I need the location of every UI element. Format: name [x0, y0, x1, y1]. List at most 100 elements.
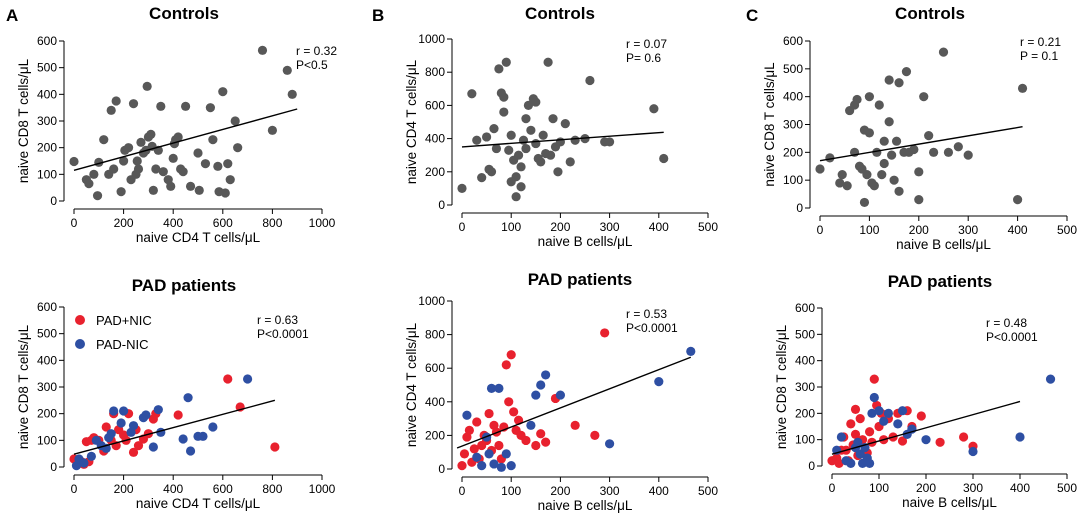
- data-point: [968, 446, 978, 457]
- data-point: [86, 451, 96, 461]
- x-tick-label: 1000: [309, 216, 336, 230]
- data-point: [128, 99, 139, 109]
- data-point: [233, 143, 243, 153]
- regression-line: [73, 399, 276, 455]
- data-point: [223, 159, 233, 169]
- data-point: [862, 170, 872, 180]
- data-point: [894, 186, 904, 196]
- y-tick-label: 0: [50, 194, 57, 208]
- x-tick-label: 400: [163, 482, 183, 496]
- data-point: [536, 380, 546, 390]
- data-point: [901, 67, 912, 77]
- x-tick-label: 600: [213, 482, 233, 496]
- x-tick-label: 400: [163, 216, 183, 230]
- data-point: [555, 137, 566, 147]
- data-point: [501, 449, 511, 459]
- data-point: [158, 167, 168, 177]
- stat-annotation: P<0.0001: [257, 327, 309, 341]
- data-point: [837, 170, 847, 180]
- stat-annotation: P= 0.6: [626, 51, 661, 65]
- y-tick-label: 200: [425, 165, 445, 179]
- data-point: [846, 458, 856, 468]
- data-point: [531, 440, 541, 451]
- data-point: [469, 444, 479, 454]
- data-point: [193, 148, 203, 158]
- data-point: [897, 406, 908, 416]
- data-point: [109, 406, 119, 416]
- data-point: [600, 328, 610, 338]
- y-tick-label: 0: [796, 201, 803, 215]
- y-axis-label: naive CD8 T cells/μL: [16, 58, 31, 183]
- y-tick-label: 400: [37, 353, 57, 367]
- chart-B-pad: PAD patients 0 200 400 600 800 1000 0 100 200 300 4…: [404, 270, 718, 513]
- data-point: [491, 143, 502, 154]
- x-tick-label: 500: [698, 220, 718, 234]
- data-point: [116, 418, 126, 428]
- data-point: [208, 422, 218, 432]
- data-point: [472, 452, 482, 462]
- data-point: [894, 78, 904, 88]
- data-point: [877, 170, 887, 180]
- y-axis-label: naive CD4 T cells/μL: [404, 322, 419, 447]
- regression-line: [819, 126, 1023, 162]
- data-point: [467, 89, 477, 99]
- data-point: [521, 114, 531, 124]
- chart-title: PAD patients: [132, 276, 237, 295]
- data-point: [472, 417, 482, 427]
- data-point: [178, 434, 188, 444]
- y-axis-label: naive CD8 T cells/μL: [16, 324, 31, 449]
- legend-marker: [75, 315, 85, 325]
- data-point: [99, 135, 109, 145]
- data-point: [953, 142, 963, 152]
- data-point: [213, 161, 223, 171]
- y-tick-label: 800: [425, 65, 445, 79]
- data-point: [496, 462, 506, 472]
- y-tick-label: 500: [37, 327, 57, 341]
- data-point: [486, 167, 497, 177]
- x-tick-label: 400: [649, 220, 669, 234]
- data-point: [494, 440, 504, 451]
- chart-B-controls: Controls 0 200 400 600 800 1000 0 100 200 300 400 50…: [404, 4, 718, 249]
- data-point: [914, 195, 924, 205]
- x-tick-label: 0: [459, 220, 466, 234]
- data-point: [185, 181, 196, 191]
- data-point: [166, 181, 176, 191]
- legend-marker: [75, 339, 85, 349]
- data-point: [543, 57, 553, 67]
- y-tick-label: 600: [425, 98, 445, 112]
- data-point: [148, 185, 158, 195]
- stat-annotation: r = 0.21: [1020, 35, 1061, 49]
- data-point: [119, 406, 129, 416]
- x-tick-label: 200: [550, 220, 570, 234]
- data-point: [198, 431, 208, 441]
- legend-label: PAD-NIC: [96, 337, 148, 352]
- y-tick-label: 0: [438, 462, 445, 476]
- data-point: [506, 350, 516, 360]
- y-tick-label: 500: [783, 62, 803, 76]
- x-tick-label: 200: [114, 482, 134, 496]
- data-point: [864, 92, 875, 102]
- data-point: [223, 374, 233, 384]
- data-point: [963, 150, 973, 160]
- data-point: [887, 150, 897, 160]
- data-point: [1017, 83, 1028, 93]
- y-tick-label: 600: [795, 301, 815, 315]
- data-point: [869, 181, 879, 191]
- data-point: [459, 449, 470, 459]
- data-point: [889, 175, 899, 185]
- data-point: [850, 429, 861, 439]
- stat-annotation: r = 0.53: [626, 307, 667, 321]
- data-point: [116, 187, 126, 197]
- y-axis-label: naive CD8 T cells/μL: [762, 62, 777, 187]
- y-tick-label: 400: [425, 395, 445, 409]
- data-point: [257, 45, 268, 55]
- data-point: [477, 173, 487, 183]
- x-tick-label: 800: [262, 216, 282, 230]
- data-point: [518, 135, 529, 145]
- stat-annotation: r = 0.48: [986, 316, 1027, 330]
- panel-letter-b: B: [372, 6, 384, 25]
- x-axis-label: naive B cells/μL: [896, 237, 991, 252]
- regression-line: [456, 356, 692, 449]
- y-tick-label: 600: [37, 300, 57, 314]
- data-point: [553, 167, 563, 177]
